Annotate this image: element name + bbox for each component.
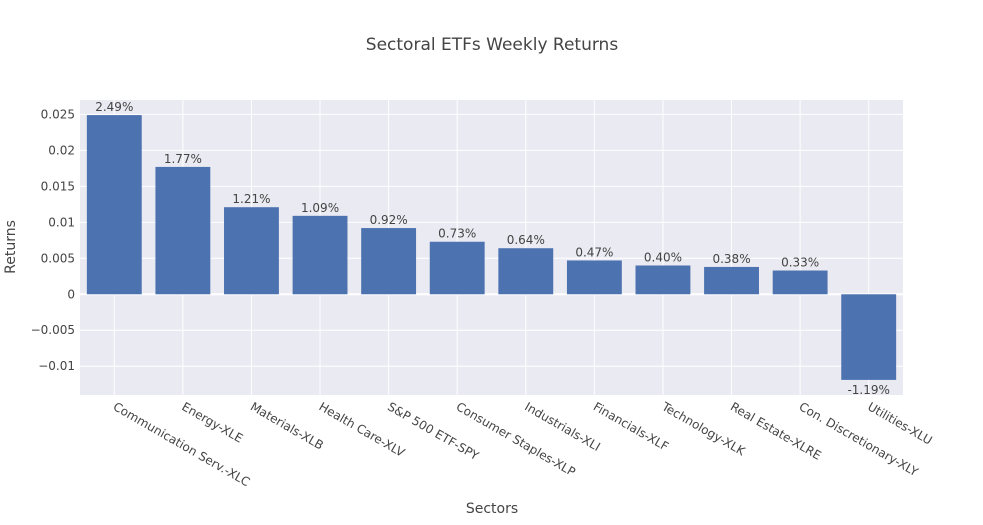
bar-2 xyxy=(224,207,279,295)
x-tick-label: Con. Discretionary-XLY xyxy=(797,399,921,479)
data-label: 1.77% xyxy=(164,152,202,166)
y-tick-label: 0.025 xyxy=(41,107,75,121)
data-label: 0.47% xyxy=(575,245,613,259)
bar-5 xyxy=(429,241,485,295)
x-tick-label: Materials-XLB xyxy=(248,399,326,452)
data-label: 0.92% xyxy=(370,213,408,227)
y-tick-label: 0.01 xyxy=(48,215,75,229)
bar-9 xyxy=(704,266,759,295)
data-label: 1.09% xyxy=(301,201,339,215)
y-axis-title: Returns xyxy=(3,220,19,274)
y-tick-label: −0.005 xyxy=(31,323,75,337)
y-tick-label: 0 xyxy=(67,287,75,301)
bar-11 xyxy=(841,294,897,380)
chart-title: Sectoral ETFs Weekly Returns xyxy=(366,35,619,55)
y-tick-label: 0.005 xyxy=(41,251,75,265)
bar-8 xyxy=(635,265,691,295)
bars xyxy=(86,115,897,380)
bar-1 xyxy=(155,166,211,295)
x-tick-label: Financials-XLF xyxy=(591,399,671,453)
bar-4 xyxy=(361,228,417,295)
data-label: 0.73% xyxy=(438,227,476,241)
data-label: 0.38% xyxy=(712,252,750,266)
data-labels: 2.49% 1.77% 1.21% 1.09% 0.92% 0.73% 0.64% 0.47%… xyxy=(95,100,890,397)
y-axis-ticks: 0.025 0.02 0.015 0.01 0.005 0 −0.005 −0.01 xyxy=(31,107,75,373)
x-tick-label: Energy-XLE xyxy=(179,399,245,445)
bar-0 xyxy=(86,115,142,295)
data-label: 1.21% xyxy=(232,192,270,206)
data-label: -1.19% xyxy=(847,383,889,397)
x-tick-label: Consumer Staples-XLP xyxy=(454,399,578,479)
data-label: 2.49% xyxy=(95,100,133,114)
bar-10 xyxy=(772,270,828,295)
bar-7 xyxy=(566,260,622,295)
x-axis-title: Sectors xyxy=(466,501,518,517)
y-tick-label: 0.015 xyxy=(41,179,75,193)
data-label: 0.40% xyxy=(644,250,682,264)
y-tick-label: 0.02 xyxy=(48,143,75,157)
x-tick-label: Communication Serv.-XLC xyxy=(111,399,253,489)
bar-6 xyxy=(498,248,554,295)
plot-area xyxy=(80,100,903,395)
data-label: 0.33% xyxy=(781,256,819,270)
data-label: 0.64% xyxy=(507,233,545,247)
bar-3 xyxy=(292,215,348,295)
y-tick-label: −0.01 xyxy=(38,359,75,373)
